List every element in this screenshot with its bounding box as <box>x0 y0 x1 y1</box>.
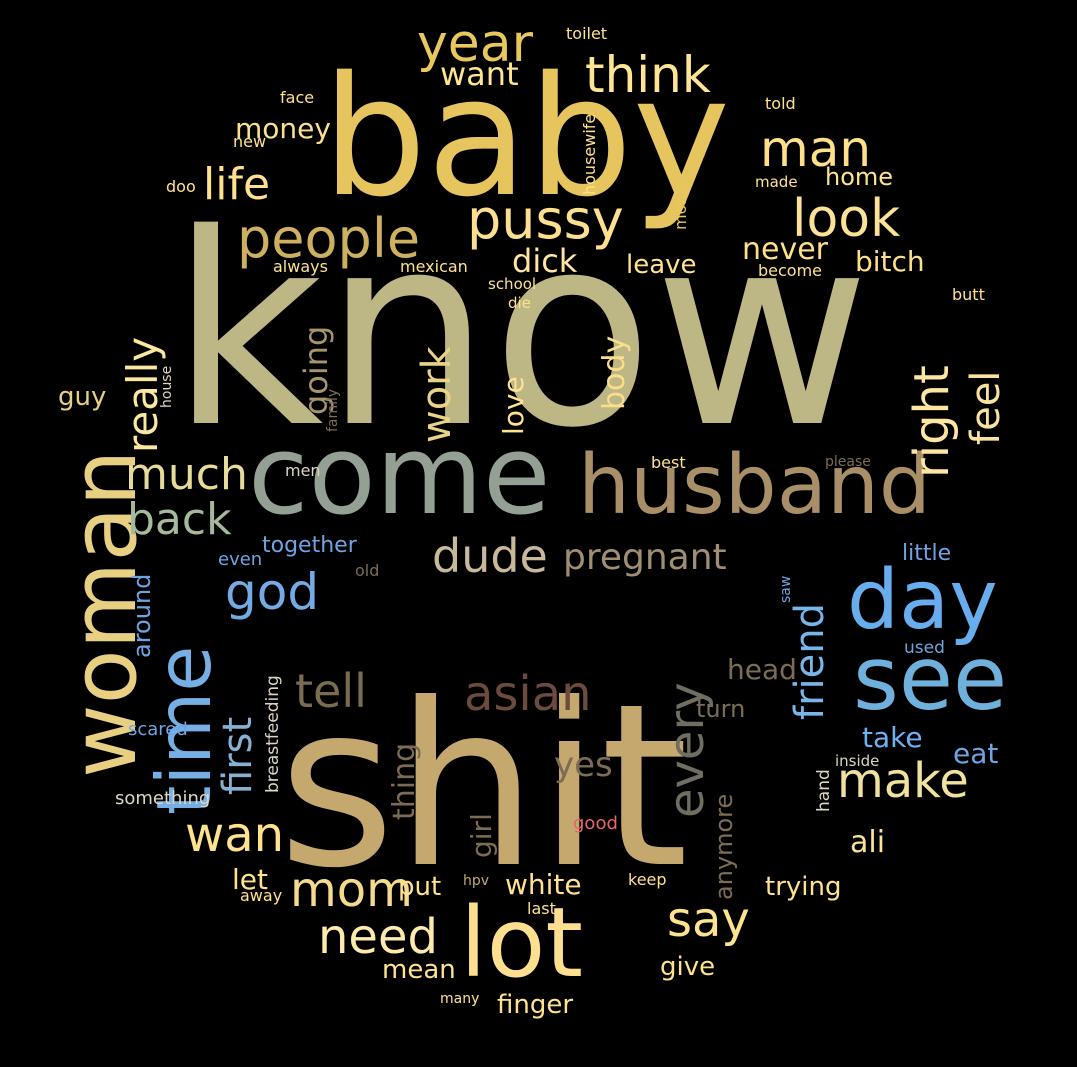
word-say: say <box>667 892 750 948</box>
word-around: around <box>128 573 156 658</box>
word-body: body <box>597 335 632 410</box>
word-wan: wan <box>185 807 285 863</box>
word-anymore: anymore <box>710 793 738 900</box>
word-best: best <box>651 453 686 472</box>
word-always: always <box>273 257 328 276</box>
word-never: never <box>742 232 829 267</box>
word-many: many <box>440 991 480 1007</box>
word-baby: baby <box>322 41 731 233</box>
word-guy: guy <box>58 382 107 412</box>
word-ali: ali <box>850 825 886 860</box>
word-face: face <box>280 88 315 107</box>
word-eat: eat <box>953 737 999 770</box>
word-feel: feel <box>963 370 1009 445</box>
word-dude: dude <box>432 529 548 583</box>
word-god: god <box>225 563 320 621</box>
word-mom: mom <box>290 862 413 918</box>
word-thing: thing <box>387 742 422 820</box>
word-home: home <box>825 163 894 191</box>
word-think: think <box>585 46 711 104</box>
word-turn: turn <box>696 695 746 723</box>
word-white: white <box>505 868 582 901</box>
word-asian: asian <box>464 666 592 722</box>
word-saw: saw <box>778 575 794 603</box>
word-right: right <box>904 365 960 478</box>
word-people: people <box>237 207 421 270</box>
word-mean: mean <box>382 955 456 985</box>
word-put: put <box>398 872 442 902</box>
word-new: new <box>233 132 267 151</box>
word-keep: keep <box>628 870 667 889</box>
word-inside: inside <box>835 752 880 770</box>
word-lot: lot <box>460 887 584 999</box>
word-little: little <box>902 541 952 566</box>
word-man: man <box>760 120 872 178</box>
word-look: look <box>792 189 901 249</box>
word-told: told <box>765 94 796 113</box>
word-day: day <box>847 553 998 648</box>
word-first: first <box>215 716 261 795</box>
word-much: much <box>125 449 248 500</box>
word-girl: girl <box>465 813 498 858</box>
word-away: away <box>240 886 283 905</box>
word-need: need <box>318 909 438 965</box>
word-back: back <box>127 494 232 545</box>
word-hpv: hpv <box>463 873 490 889</box>
word-hand: hand <box>814 769 834 812</box>
word-used: used <box>904 638 945 658</box>
word-tell: tell <box>295 664 367 718</box>
word-year: year <box>417 14 534 74</box>
word-dick: dick <box>512 242 578 280</box>
word-work: work <box>414 346 460 443</box>
word-last: last <box>527 899 556 918</box>
word-really: really <box>118 336 167 453</box>
word-leave: leave <box>626 250 697 280</box>
word-made: made <box>755 173 798 191</box>
word-something: something <box>115 788 211 809</box>
word-good: good <box>573 813 618 834</box>
word-husband: husband <box>578 438 931 533</box>
word-see: see <box>853 627 1008 730</box>
word-even: even <box>218 549 263 570</box>
word-month: month <box>671 178 690 230</box>
word-pregnant: pregnant <box>563 537 727 578</box>
word-money: money <box>235 112 331 145</box>
word-trying: trying <box>765 872 842 902</box>
word-yes: yes <box>554 745 613 785</box>
word-shit: shit <box>278 656 689 918</box>
word-please: please <box>825 454 871 470</box>
word-finger: finger <box>497 990 574 1020</box>
word-die: die <box>508 294 531 312</box>
word-men: men <box>285 461 321 480</box>
word-family: family <box>325 388 341 432</box>
word-become: become <box>758 261 823 280</box>
word-housewife: housewife <box>580 113 599 195</box>
word-give: give <box>660 952 716 982</box>
word-bitch: bitch <box>855 245 925 278</box>
word-know: know <box>170 178 871 486</box>
word-head: head <box>727 653 797 686</box>
word-school: school <box>488 275 537 293</box>
word-scared: scared <box>128 719 188 740</box>
word-pussy: pussy <box>467 188 624 251</box>
word-want: want <box>440 55 519 93</box>
word-mexican: mexican <box>400 257 468 276</box>
word-come: come <box>248 411 551 539</box>
word-together: together <box>262 533 357 558</box>
word-house: house <box>159 365 175 408</box>
word-butt: butt <box>952 285 985 304</box>
word-doo: doo <box>166 177 196 196</box>
word-life: life <box>203 159 271 210</box>
word-toilet: toilet <box>566 24 608 43</box>
word-old: old <box>355 561 380 580</box>
word-let: let <box>232 863 268 896</box>
word-make: make <box>837 753 969 809</box>
word-breastfeeding: breastfeeding <box>263 675 283 793</box>
word-take: take <box>862 721 923 754</box>
word-love: love <box>497 376 530 435</box>
